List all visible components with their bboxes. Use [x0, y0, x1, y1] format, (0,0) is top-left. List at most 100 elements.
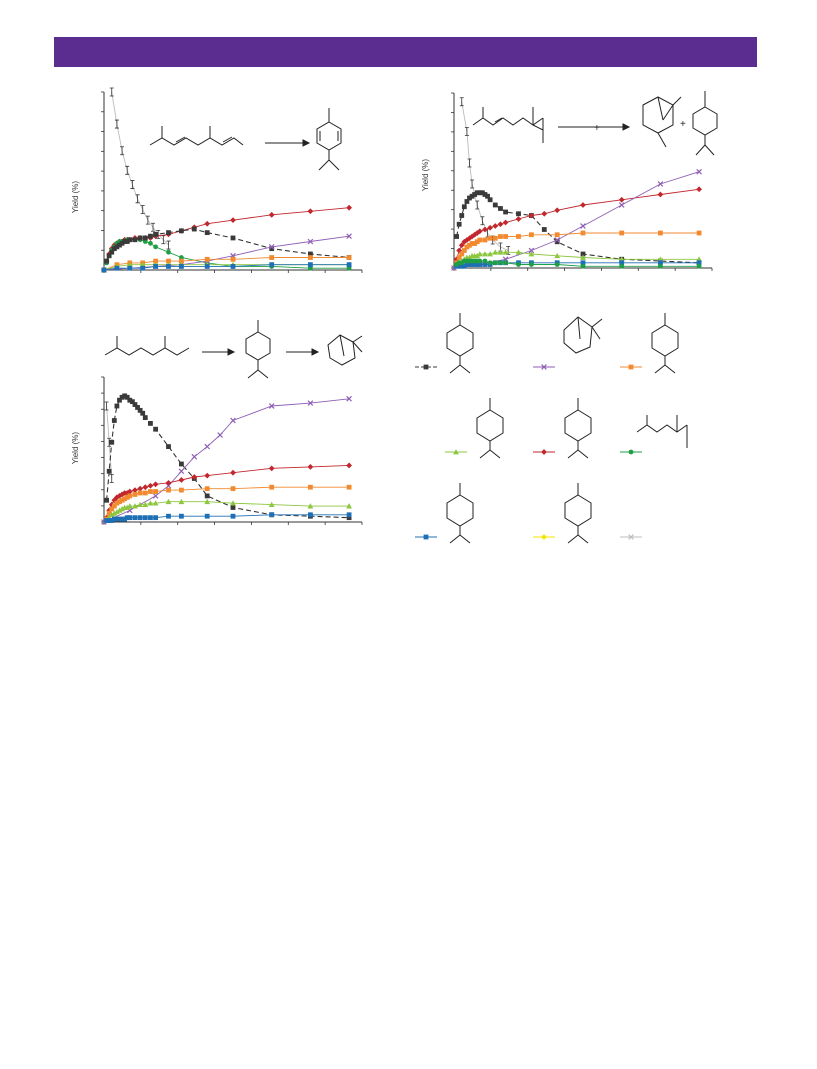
data-point [529, 262, 534, 267]
data-point [476, 251, 483, 257]
data-point [114, 244, 120, 250]
data-point [151, 222, 156, 232]
camphene-like-bicyclic-structure [563, 316, 603, 354]
data-point [479, 190, 485, 196]
series-1 [104, 393, 352, 521]
data-point [346, 262, 352, 268]
data-point [137, 485, 144, 492]
data-point [469, 193, 475, 199]
legend-swatch-marker [453, 449, 459, 455]
data-point [114, 403, 120, 409]
data-point [179, 258, 184, 264]
data-point [119, 516, 125, 522]
data-point [114, 119, 119, 129]
data-point [307, 238, 314, 245]
data-point [101, 267, 107, 273]
arrow-icon [286, 348, 320, 356]
data-point [459, 263, 465, 269]
data-point [467, 195, 472, 201]
legend-entry-5 [620, 415, 688, 455]
data-point [111, 246, 117, 252]
data-point [475, 200, 480, 210]
data-point [497, 221, 504, 228]
data-point [204, 498, 211, 505]
series-0 [459, 97, 511, 255]
data-point [580, 202, 586, 208]
data-point [619, 260, 625, 266]
data-point [179, 461, 184, 467]
data-point [554, 239, 560, 245]
data-point [114, 500, 120, 506]
data-point [142, 235, 148, 241]
data-point [541, 210, 548, 217]
data-point [124, 504, 131, 510]
data-point [130, 180, 135, 189]
data-point [179, 228, 184, 234]
data-point [269, 262, 275, 268]
data-point [554, 237, 561, 243]
data-point [178, 468, 185, 475]
data-point [456, 263, 462, 269]
data-point [147, 482, 154, 489]
data-point [117, 397, 122, 403]
data-point [461, 204, 467, 210]
data-point [456, 255, 462, 260]
data-point [152, 493, 159, 499]
data-point [696, 263, 702, 269]
data-point [145, 215, 150, 225]
legend-swatch-marker [628, 449, 634, 455]
data-point [119, 491, 125, 498]
data-point [454, 234, 459, 239]
data-point [459, 213, 465, 218]
data-point [502, 219, 509, 226]
data-point [516, 234, 521, 239]
data-point [268, 403, 275, 409]
data-point [516, 262, 521, 267]
data-point [166, 240, 171, 250]
data-point [469, 241, 475, 246]
data-point [127, 493, 133, 499]
data-point [472, 262, 478, 267]
gamma-terpinene-structure [446, 483, 474, 544]
data-point [268, 501, 275, 507]
data-point [142, 501, 149, 507]
chart-bottom-left: Yield (%) [71, 376, 363, 525]
data-point [179, 264, 184, 269]
data-point [148, 515, 153, 521]
data-point [140, 205, 145, 214]
data-point [492, 223, 499, 229]
data-point [166, 264, 171, 269]
chart-top-right: Yield (%) [421, 92, 713, 271]
data-point [554, 232, 560, 238]
data-point [618, 256, 625, 262]
data-point [696, 186, 702, 193]
data-point [498, 206, 503, 211]
data-point [346, 395, 352, 402]
data-point [658, 260, 663, 266]
data-point [474, 190, 480, 196]
data-point [503, 260, 508, 266]
data-point [482, 237, 488, 243]
reaction-scheme-top-right: + + [472, 91, 718, 156]
data-point [346, 503, 352, 509]
series-6 [101, 261, 352, 273]
data-point [230, 513, 236, 519]
data-point [346, 204, 352, 211]
series-line [456, 188, 700, 260]
isoterpinolene-structure [564, 483, 592, 544]
data-point [148, 489, 153, 494]
arrow-icon [202, 348, 236, 356]
legend-entry-0 [415, 313, 474, 374]
data-point [474, 262, 480, 267]
data-point [515, 216, 522, 222]
data-point [106, 510, 112, 516]
data-point [179, 513, 184, 519]
data-point [127, 265, 133, 271]
data-point [580, 251, 586, 257]
data-point [153, 232, 158, 237]
linear-diene-structure [149, 126, 244, 146]
data-point [126, 261, 133, 268]
data-point [148, 421, 153, 426]
data-point [696, 168, 702, 175]
data-point [124, 494, 130, 500]
